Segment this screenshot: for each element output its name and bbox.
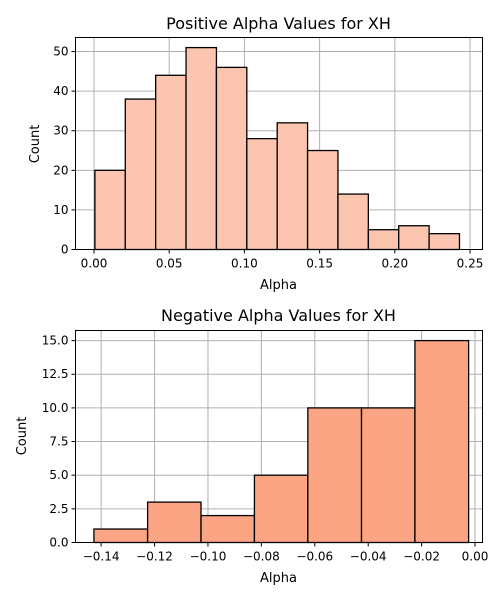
- y-tick-label: 2.5: [49, 502, 68, 516]
- histogram-bar: [367, 229, 400, 251]
- y-tick-label: 50: [53, 45, 68, 59]
- histogram-bar: [414, 339, 470, 544]
- x-tick-label: −0.12: [136, 550, 173, 564]
- x-tick-label: −0.08: [243, 550, 280, 564]
- x-tick-label: −0.14: [83, 550, 120, 564]
- y-ticks: 0.0 2.5 5.0 7.5 10.0 12.5 15.0: [42, 334, 76, 550]
- histogram-bar: [337, 193, 369, 251]
- y-tick-label: 15.0: [42, 334, 69, 348]
- plot-frame: [75, 37, 483, 250]
- chart-title: Negative Alpha Values for XH: [161, 306, 396, 325]
- x-tick-label: 0.10: [231, 257, 258, 271]
- histogram-bar: [253, 474, 309, 544]
- bars: [93, 339, 470, 544]
- x-tick-label: −0.02: [403, 550, 440, 564]
- histogram-bar: [93, 528, 149, 544]
- histogram-bar: [276, 122, 309, 251]
- histogram-bar: [185, 46, 218, 251]
- y-tick-label: 10.0: [42, 401, 69, 415]
- y-tick-label: 7.5: [49, 435, 68, 449]
- x-tick-label: 0.05: [156, 257, 183, 271]
- histogram-bar: [94, 169, 126, 251]
- x-tick-label: 0.20: [381, 257, 408, 271]
- y-tick-label: 0: [61, 243, 69, 257]
- histogram-bar: [246, 138, 278, 251]
- histogram-bar: [124, 98, 157, 251]
- y-tick-label: 5.0: [49, 468, 68, 482]
- histogram-bar: [155, 74, 187, 251]
- x-axis-label: Alpha: [260, 571, 297, 586]
- y-axis-label: Count: [15, 417, 30, 456]
- histogram-bar: [146, 501, 202, 544]
- histogram-bar: [307, 407, 363, 544]
- y-tick-label: 40: [53, 84, 68, 98]
- y-tick-label: 0.0: [49, 536, 68, 550]
- y-tick-label: 12.5: [42, 367, 69, 381]
- y-ticks: 0 10 20 30 40 50: [53, 45, 76, 257]
- chart-title: Positive Alpha Values for XH: [166, 14, 391, 33]
- x-tick-label: −0.04: [350, 550, 387, 564]
- x-tick-label: −0.10: [190, 550, 227, 564]
- histogram-bar: [360, 407, 416, 544]
- bars: [94, 46, 461, 251]
- x-tick-label: 0.00: [81, 257, 108, 271]
- y-tick-label: 30: [53, 124, 68, 138]
- histogram-bar: [398, 225, 430, 251]
- x-tick-label: 0.00: [462, 550, 489, 564]
- chart-positive-alpha: Positive Alpha Values for XH 0.00 0.05 0.1…: [28, 14, 483, 293]
- x-tick-label: 0.15: [306, 257, 333, 271]
- histogram-bar: [428, 233, 461, 251]
- x-tick-label: −0.06: [296, 550, 333, 564]
- histogram-bar: [306, 149, 339, 251]
- x-ticks: −0.14 −0.12 −0.10 −0.08 −0.06 −0.04 −0.02 0.00: [83, 542, 489, 564]
- x-axis-label: Alpha: [260, 278, 297, 293]
- y-tick-label: 10: [53, 203, 68, 217]
- y-axis-label: Count: [28, 125, 43, 164]
- x-tick-label: 0.25: [457, 257, 484, 271]
- histogram-bar: [215, 66, 248, 251]
- y-tick-label: 20: [53, 163, 68, 177]
- chart-negative-alpha: Negative Alpha Values for XH −0.14 −0.12−…: [15, 306, 488, 586]
- plot-frame: [75, 330, 483, 543]
- histogram-bar: [200, 514, 256, 544]
- x-ticks: 0.00 0.05 0.10 0.15 0.20 0.25: [81, 249, 484, 271]
